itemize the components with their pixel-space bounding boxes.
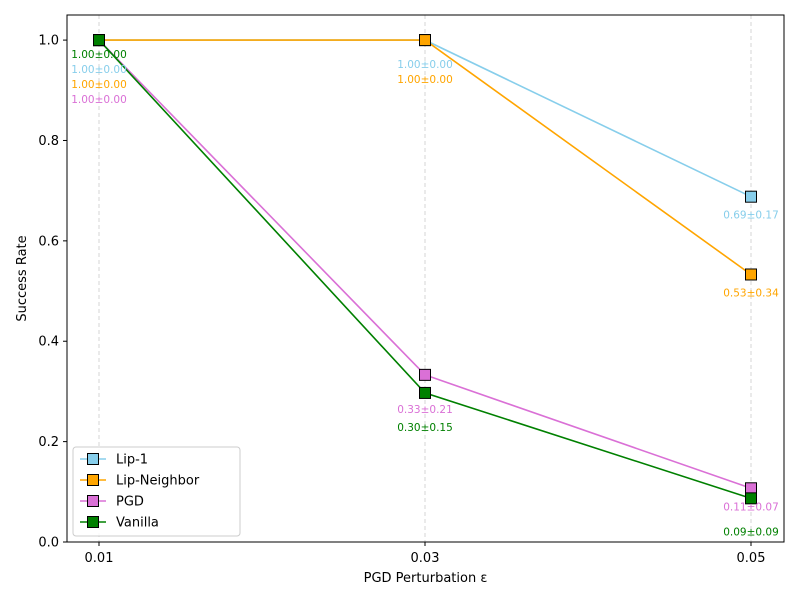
x-tick-label: 0.01 — [85, 551, 114, 566]
data-point-vanilla — [93, 34, 105, 47]
data-label: 1.00±0.00 — [71, 94, 127, 106]
legend-marker — [87, 495, 99, 507]
x-axis-label: PGD Perturbation ε — [364, 571, 488, 586]
data-label: 1.00±0.00 — [397, 74, 453, 86]
legend-entry-label: PGD — [116, 495, 144, 510]
data-point-lip-neighbor — [745, 268, 757, 281]
y-tick-label: 0.4 — [38, 335, 59, 350]
data-label: 1.00±0.00 — [397, 59, 453, 71]
data-label: 0.53±0.34 — [723, 287, 779, 299]
data-point-lip-1 — [745, 190, 757, 203]
data-label: 0.33±0.21 — [397, 404, 453, 416]
data-point-pgd — [419, 368, 431, 381]
data-label: 0.30±0.15 — [397, 422, 453, 434]
data-point-vanilla — [419, 386, 431, 399]
data-label: 0.69±0.17 — [723, 210, 779, 222]
data-point-lip-neighbor — [419, 34, 431, 47]
grid-lines — [98, 15, 752, 542]
data-point-pgd — [745, 482, 757, 495]
data-label: 0.09±0.09 — [723, 526, 779, 538]
y-tick-label: 0.0 — [38, 536, 59, 551]
legend-entry-label: Lip-1 — [116, 453, 148, 468]
legend: Lip-1 Lip-Neighbor PGD Vanilla — [72, 446, 241, 537]
axis-ticks: 0.01 0.03 0.05 0.0 0.2 0.4 0.6 0.8 1.0 — [38, 34, 765, 566]
y-tick-label: 0.8 — [38, 134, 59, 149]
legend-box — [72, 446, 241, 537]
data-labels: 1.00±0.00 1.00±0.00 0.69±0.17 1.00±0.00 1.00… — [71, 49, 779, 538]
data-label: 1.00±0.00 — [71, 79, 127, 91]
y-tick-label: 1.0 — [38, 34, 59, 49]
x-tick-label: 0.05 — [737, 551, 766, 566]
legend-marker — [87, 474, 99, 486]
legend-entry-label: Lip-Neighbor — [116, 474, 200, 489]
x-tick-label: 0.03 — [411, 551, 440, 566]
y-tick-label: 0.2 — [38, 435, 59, 450]
y-tick-label: 0.6 — [38, 234, 59, 249]
data-label: 1.00±0.00 — [71, 64, 127, 76]
series-markers — [93, 34, 757, 505]
data-label: 0.11±0.07 — [723, 501, 779, 513]
legend-marker — [87, 516, 99, 528]
data-point-vanilla — [745, 492, 757, 505]
legend-marker — [87, 453, 99, 465]
legend-entry-label: Vanilla — [116, 516, 159, 531]
y-axis-label: Success Rate — [15, 235, 30, 321]
data-label: 1.00±0.00 — [71, 49, 127, 61]
